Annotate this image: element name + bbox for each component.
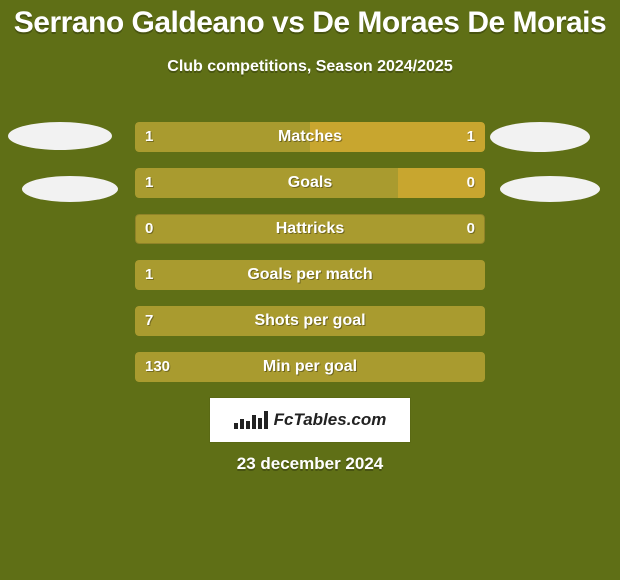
bar-chart-icon	[234, 411, 268, 429]
generated-date: 23 december 2024	[0, 454, 620, 474]
page-title: Serrano Galdeano vs De Moraes De Morais	[0, 0, 620, 40]
stat-row: 130Min per goal	[135, 352, 485, 382]
stat-row: 1Goals per match	[135, 260, 485, 290]
stat-label: Matches	[135, 122, 485, 152]
player-left-avatar-1	[8, 122, 112, 150]
fctables-logo: FcTables.com	[210, 398, 410, 442]
stat-label: Goals per match	[135, 260, 485, 290]
stat-row: 00Hattricks	[135, 214, 485, 244]
stat-row: 10Goals	[135, 168, 485, 198]
stat-label: Shots per goal	[135, 306, 485, 336]
stat-label: Min per goal	[135, 352, 485, 382]
player-right-avatar-1	[490, 122, 590, 152]
subtitle: Club competitions, Season 2024/2025	[0, 58, 620, 76]
logo-text: FcTables.com	[274, 410, 387, 430]
stat-row: 7Shots per goal	[135, 306, 485, 336]
stats-panel: 11Matches 10Goals 00Hattricks 1Goals per ma…	[135, 122, 485, 398]
stat-label: Goals	[135, 168, 485, 198]
player-left-avatar-2	[22, 176, 118, 202]
stat-label: Hattricks	[135, 214, 485, 244]
comparison-infographic: Serrano Galdeano vs De Moraes De Morais …	[0, 0, 620, 580]
stat-row: 11Matches	[135, 122, 485, 152]
player-right-avatar-2	[500, 176, 600, 202]
